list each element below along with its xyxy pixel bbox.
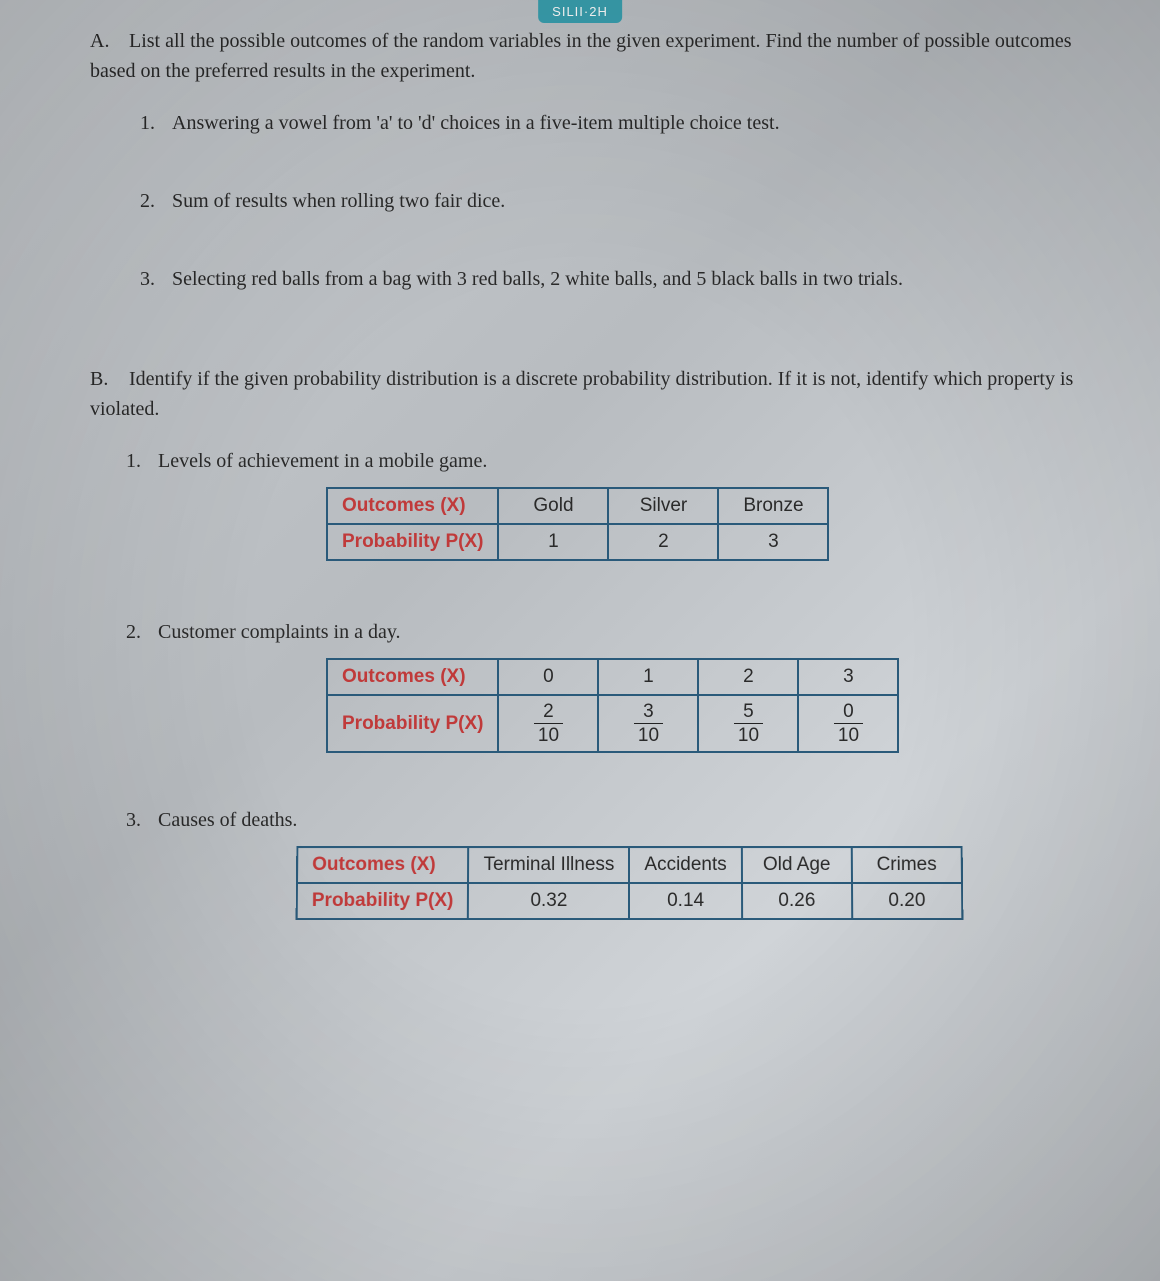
- cell: 2: [698, 659, 798, 695]
- table-row: Outcomes (X) Gold Silver Bronze: [327, 488, 828, 524]
- item-b2: 2. Customer complaints in a day. Outcome…: [126, 621, 1100, 753]
- cell: Gold: [498, 488, 608, 524]
- cell: 0.26: [742, 883, 852, 919]
- section-b-intro: B. Identify if the given probability dis…: [90, 364, 1100, 424]
- table-row: Outcomes (X) 0 1 2 3: [327, 659, 898, 695]
- cell: Bronze: [718, 488, 828, 524]
- section-b: B. Identify if the given probability dis…: [80, 364, 1100, 920]
- item-b2-num: 2.: [126, 621, 158, 644]
- item-b1: 1. Levels of achievement in a mobile gam…: [126, 450, 1100, 561]
- row-header-outcomes: Outcomes (X): [297, 847, 469, 883]
- cell: 1: [598, 659, 698, 695]
- section-b-letter: B.: [90, 364, 124, 394]
- section-a-intro: A. List all the possible outcomes of the…: [90, 26, 1080, 86]
- cell-frac: 310: [598, 695, 698, 752]
- item-a2: 2. Sum of results when rolling two fair …: [140, 186, 1100, 216]
- table-b1: Outcomes (X) Gold Silver Bronze Probabil…: [326, 487, 829, 561]
- item-a3-num: 3.: [140, 264, 172, 294]
- cell: Old Age: [742, 847, 852, 883]
- item-a1-text: Answering a vowel from 'a' to 'd' choice…: [172, 108, 1100, 138]
- row-header-probability: Probability P(X): [327, 524, 498, 560]
- item-b3: 3. Causes of deaths. Outcomes (X) Termin…: [126, 809, 1100, 920]
- cell: 0.32: [468, 883, 629, 919]
- cell: 1: [498, 524, 608, 560]
- table-row: Probability P(X) 1 2 3: [327, 524, 828, 560]
- cell: Accidents: [629, 847, 741, 883]
- table-row: Probability P(X) 0.32 0.14 0.26 0.20: [297, 883, 962, 919]
- item-a2-num: 2.: [140, 186, 172, 216]
- cell: 2: [608, 524, 718, 560]
- row-header-probability: Probability P(X): [297, 883, 469, 919]
- item-b3-text: Causes of deaths.: [158, 809, 1100, 832]
- section-a: A. List all the possible outcomes of the…: [80, 26, 1100, 294]
- item-b1-num: 1.: [126, 450, 158, 473]
- table-b2: Outcomes (X) 0 1 2 3 Probability P(X) 21…: [326, 658, 899, 753]
- cell: Crimes: [852, 847, 962, 883]
- cell-frac: 510: [698, 695, 798, 752]
- cell: 0: [498, 659, 598, 695]
- cell: 3: [798, 659, 898, 695]
- item-a3-text: Selecting red balls from a bag with 3 re…: [172, 264, 1100, 294]
- cell: 3: [718, 524, 828, 560]
- table-row: Outcomes (X) Terminal Illness Accidents …: [297, 847, 962, 883]
- cell: Terminal Illness: [468, 847, 629, 883]
- table-b3: Outcomes (X) Terminal Illness Accidents …: [296, 846, 963, 920]
- item-b1-text: Levels of achievement in a mobile game.: [158, 450, 1100, 473]
- row-header-outcomes: Outcomes (X): [327, 659, 498, 695]
- item-b3-num: 3.: [126, 809, 158, 832]
- item-b2-text: Customer complaints in a day.: [158, 621, 1100, 644]
- item-a2-text: Sum of results when rolling two fair dic…: [172, 186, 1100, 216]
- page: A. List all the possible outcomes of the…: [0, 0, 1160, 1281]
- section-b-intro-text: Identify if the given probability distri…: [90, 368, 1073, 420]
- cell: 0.20: [852, 883, 962, 919]
- cell: 0.14: [629, 883, 741, 919]
- item-a3: 3. Selecting red balls from a bag with 3…: [140, 264, 1100, 294]
- section-a-letter: A.: [90, 26, 124, 56]
- table-row: Probability P(X) 210 310 510 010: [327, 695, 898, 752]
- cell-frac: 210: [498, 695, 598, 752]
- section-a-intro-text: List all the possible outcomes of the ra…: [90, 30, 1072, 82]
- cell: Silver: [608, 488, 718, 524]
- item-a1: 1. Answering a vowel from 'a' to 'd' cho…: [140, 108, 1100, 138]
- row-header-probability: Probability P(X): [327, 695, 498, 752]
- cell-frac: 010: [798, 695, 898, 752]
- row-header-outcomes: Outcomes (X): [327, 488, 498, 524]
- item-a1-num: 1.: [140, 108, 172, 138]
